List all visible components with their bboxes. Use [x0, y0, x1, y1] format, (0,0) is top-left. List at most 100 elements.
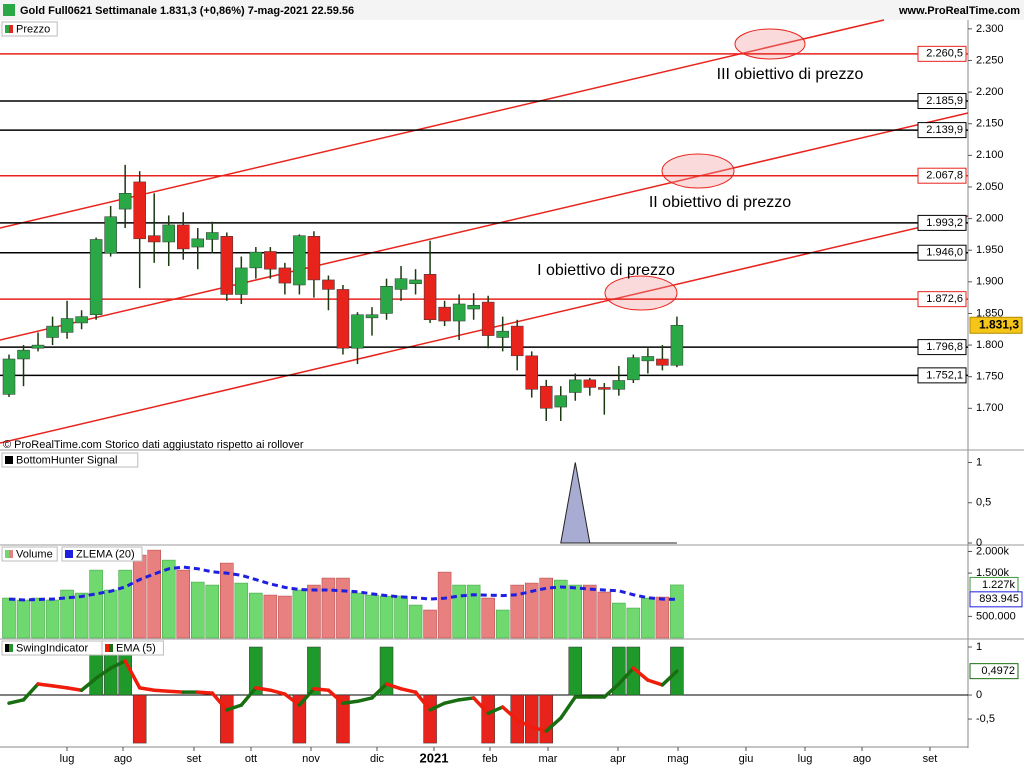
x-tick-label: ago [114, 753, 132, 765]
legend-label: Prezzo [16, 23, 50, 35]
ema-segment [239, 686, 258, 707]
volume-bar [2, 597, 16, 639]
ema-segment [384, 682, 403, 691]
ema-segment [268, 688, 287, 696]
header-site: www.ProRealTime.com [898, 5, 1020, 17]
value-label: 893.945 [979, 593, 1019, 605]
ema-segment [646, 678, 665, 687]
y-tick-label: 2.000 [976, 212, 1004, 224]
candle-body [191, 238, 205, 248]
candle-body [467, 304, 480, 310]
legend-swatch [109, 644, 113, 652]
candle-body [17, 349, 30, 360]
legend-label: EMA (5) [116, 642, 156, 654]
volume-bar [60, 589, 74, 639]
ema-segment [413, 690, 432, 712]
swing-bar [379, 646, 394, 696]
y-tick-label: 1 [976, 641, 982, 653]
volume-bar [321, 577, 336, 639]
swing-bar [524, 694, 539, 744]
ema-segment [312, 687, 331, 692]
ema-segment [283, 692, 302, 707]
value-label-box [969, 663, 1019, 680]
ema-segment [631, 666, 650, 682]
ema-segment [660, 669, 679, 687]
volume-bar [263, 594, 278, 639]
y-tick-label: 0 [976, 537, 982, 549]
candle-body [104, 216, 117, 254]
target-ellipse [661, 153, 735, 189]
swing-bar [292, 694, 307, 744]
y-tick-label: 1.750 [976, 371, 1004, 383]
level-label: 1.872,6 [926, 293, 963, 305]
candle-body [118, 193, 132, 210]
x-tick-label: mar [539, 753, 558, 765]
ema-segment [341, 699, 360, 705]
volume-bar [554, 579, 568, 639]
candle-body [89, 239, 103, 315]
y-tick-label: -0,5 [976, 713, 995, 725]
candle-body [206, 232, 219, 240]
x-tick-label: apr [610, 753, 626, 765]
swing-bar [249, 646, 263, 696]
legend-swatch [65, 550, 69, 558]
volume-bar [103, 589, 118, 639]
legend-box [101, 640, 164, 656]
legend-label: SwingIndicator [16, 642, 88, 654]
legend-swatch [9, 644, 13, 652]
candle-body [60, 318, 74, 333]
volume-bar [408, 604, 423, 639]
candle-body [220, 236, 234, 295]
y-tick-label: 2.200 [976, 86, 1004, 98]
volume-bar [394, 595, 408, 639]
ema-segment [254, 686, 273, 692]
y-tick-label: 500.000 [976, 610, 1016, 622]
volume-bar [583, 584, 597, 639]
candle-body [380, 286, 393, 314]
candle-body [598, 387, 611, 390]
ema-segment [355, 696, 374, 704]
level-label: 2.067,8 [926, 170, 963, 182]
legend-label: ZLEMA (20) [76, 548, 135, 560]
volume-bar [568, 584, 583, 639]
candle-body [2, 358, 16, 395]
ema-segment [50, 684, 69, 690]
ema-segment [428, 701, 447, 712]
volume-bar [481, 597, 495, 639]
legend-box [61, 546, 143, 562]
volume-bar [379, 595, 394, 639]
ema-segment [602, 682, 621, 699]
volume-bar [45, 599, 60, 639]
candle-body [496, 330, 509, 338]
volume-bar [191, 581, 205, 639]
volume-bar [336, 577, 350, 639]
ema-segment [21, 682, 40, 702]
volume-bar [626, 607, 641, 639]
y-tick-label: 1.800 [976, 339, 1004, 351]
last-price-label: 1.831,3 [979, 317, 1019, 331]
legend-swatch [69, 550, 73, 558]
y-tick-label: 1.900 [976, 276, 1004, 288]
y-tick-label: 1.500k [976, 567, 1010, 579]
candle-body [293, 235, 306, 286]
volume-bar [655, 596, 670, 639]
ema-segment [108, 659, 127, 670]
header-icon [3, 4, 15, 16]
x-tick-label: ott [245, 753, 257, 765]
volume-bar [16, 599, 31, 639]
ema-segment [544, 716, 563, 733]
y-tick-label: 0,5 [976, 497, 991, 509]
trend-line [0, 19, 885, 229]
level-label-box [917, 339, 967, 356]
level-label-box [917, 167, 967, 184]
candle-body [336, 289, 350, 349]
volume-bar [466, 584, 481, 639]
candle-body [670, 325, 684, 366]
volume-bar [31, 597, 45, 639]
ema-segment [500, 705, 519, 722]
y-tick-label: 0 [976, 689, 982, 701]
y-tick-label: 1 [976, 456, 982, 468]
candle-body [481, 301, 495, 336]
y-tick-label: 2.100 [976, 149, 1004, 161]
legend-swatch [9, 25, 13, 33]
